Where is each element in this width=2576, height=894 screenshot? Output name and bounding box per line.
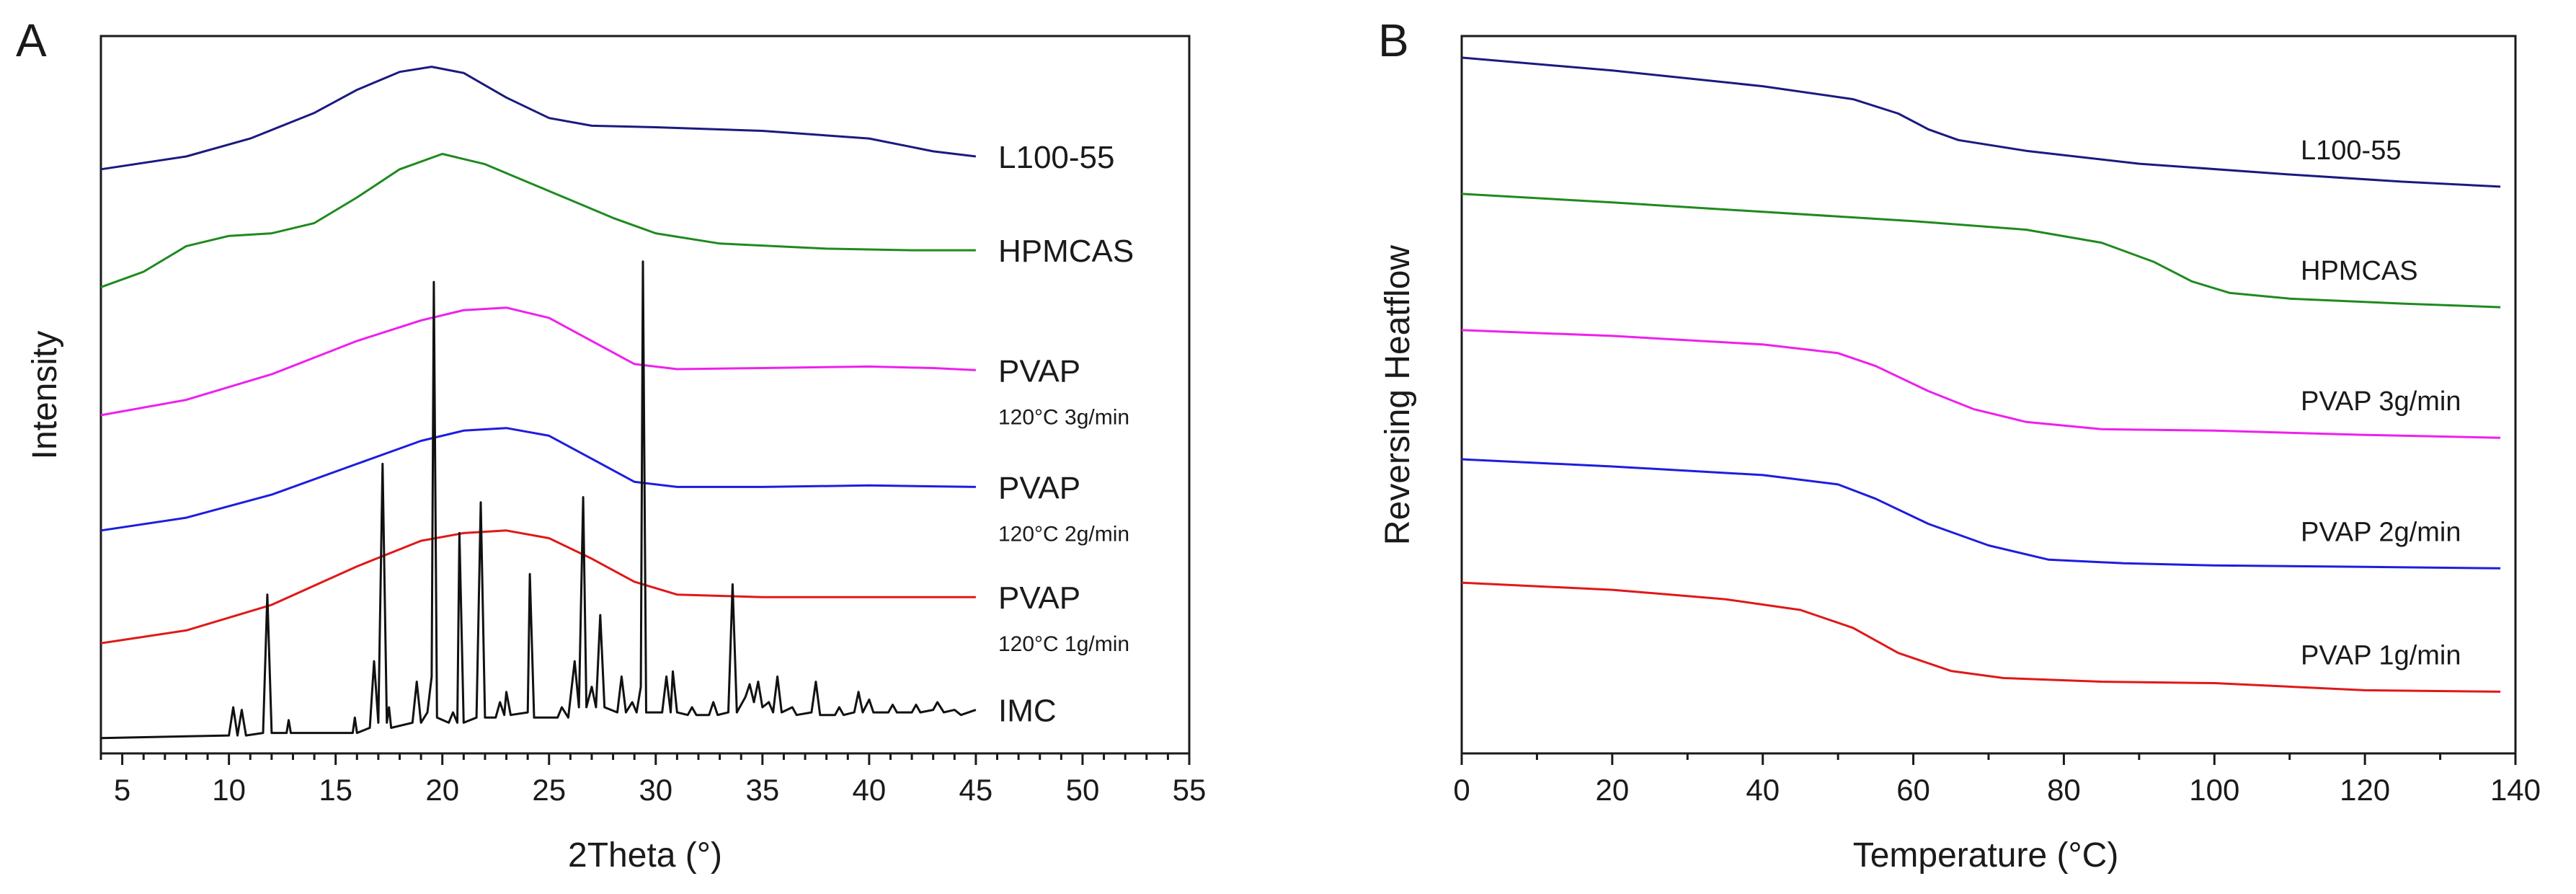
x-tick-label-b: 0 (1453, 773, 1470, 807)
series-sublabel-a-3: 120°C 2g/min (998, 522, 1129, 546)
x-tick-label-a: 25 (532, 773, 566, 807)
x-tick-label-b: 80 (2047, 773, 2081, 807)
series-line-a-5 (100, 260, 977, 740)
x-tick-label-a: 35 (745, 773, 779, 807)
x-tick-label-b: 20 (1595, 773, 1629, 807)
series-label-a-1: HPMCAS (998, 234, 1134, 269)
series-line-b-3 (1461, 458, 2501, 570)
x-tick-label-a: 45 (959, 773, 993, 807)
x-tick-label-b: 140 (2490, 773, 2541, 807)
series-labels-a: L100-55 HPMCAS PVAP 120°C 3g/min PVAP 120°C 2… (998, 140, 1134, 729)
series-sublabel-a-4: 120°C 1g/min (998, 632, 1129, 656)
series-label-b-0: L100-55 (2301, 136, 2401, 166)
series-labels-b: L100-55 HPMCAS PVAP 3g/min PVAP 2g/min PVAP … (2301, 136, 2461, 670)
x-tick-label-b: 120 (2340, 773, 2390, 807)
series-line-b-2 (1461, 329, 2501, 439)
x-tick-label-a: 20 (425, 773, 459, 807)
series-label-b-3: PVAP 2g/min (2301, 517, 2461, 547)
series-label-b-2: PVAP 3g/min (2301, 386, 2461, 417)
series-sublabel-a-2: 120°C 3g/min (998, 405, 1129, 429)
x-axis-title-b: Temperature (°C) (1853, 836, 2119, 875)
x-tick-label-b: 40 (1746, 773, 1780, 807)
y-axis-title-b: Reversing Heatflow (1379, 245, 1417, 546)
y-axis-title-a: Intensity (26, 331, 64, 460)
series-group-b (1461, 56, 2501, 693)
x-tick-label-a: 40 (853, 773, 887, 807)
series-line-a-4 (100, 529, 976, 645)
series-label-a-5: IMC (998, 694, 1057, 729)
x-tick-label-b: 60 (1896, 773, 1930, 807)
x-tick-label-a: 55 (1173, 773, 1207, 807)
series-label-a-3: PVAP (998, 470, 1080, 505)
series-line-a-0 (100, 66, 977, 171)
x-tick-label-a: 30 (639, 773, 672, 807)
series-label-a-4: PVAP (998, 580, 1080, 616)
panel-letter-a: A (16, 14, 47, 66)
x-tick-label-a: 15 (319, 773, 352, 807)
series-line-b-1 (1461, 192, 2501, 309)
series-group-a (100, 66, 977, 740)
x-tick-label-a: 50 (1066, 773, 1100, 807)
x-tick-label-a: 5 (114, 773, 130, 807)
series-label-a-0: L100-55 (998, 140, 1114, 175)
series-line-a-1 (100, 153, 976, 288)
x-ticks-b: 0 20 40 60 80 100 120 140 (1453, 753, 2541, 807)
x-ticks-a: 5 10 15 20 25 30 35 40 45 50 55 (99, 753, 1207, 807)
series-label-b-4: PVAP 1g/min (2301, 640, 2461, 670)
x-axis-title-a: 2Theta (°) (568, 836, 722, 875)
panel-b-dsc-chart: B 0 20 40 60 80 100 120 140 L100-55 HPMCAS PVAP 3… (1378, 14, 2541, 875)
series-line-a-2 (100, 306, 976, 417)
series-line-b-0 (1461, 56, 2501, 188)
series-label-b-1: HPMCAS (2301, 256, 2418, 286)
series-line-a-3 (100, 427, 976, 532)
x-tick-label-a: 10 (212, 773, 246, 807)
series-label-a-2: PVAP (998, 353, 1080, 389)
plot-frame-a (99, 35, 1191, 755)
x-tick-label-b: 100 (2189, 773, 2239, 807)
panel-a-xrd-chart: A 5 10 15 20 25 30 35 40 45 50 55 L100-55 HPMCAS PVA… (16, 14, 1206, 875)
panel-letter-b: B (1378, 14, 1409, 66)
series-line-b-4 (1461, 581, 2501, 693)
